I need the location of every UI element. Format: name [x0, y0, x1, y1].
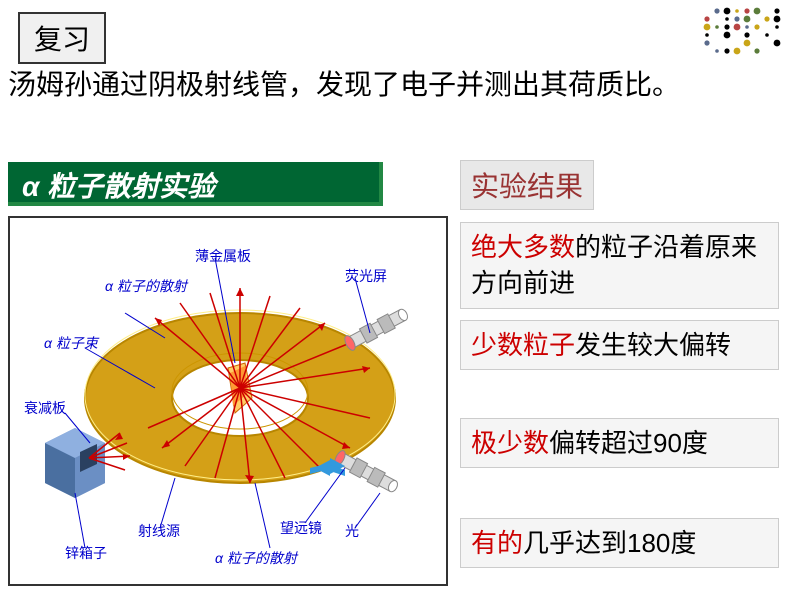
review-label: 复习: [18, 12, 106, 64]
result-text: 发生较大偏转: [575, 330, 731, 360]
experiment-diagram: 薄金属板 荧光屏 α 粒子的散射 α 粒子束 衰减板 锌箱子 射线源 α 粒子的…: [8, 216, 448, 586]
label-fluorescent: 荧光屏: [345, 266, 387, 286]
experiment-title: α 粒子散射实验: [8, 162, 383, 206]
result-text: 偏转超过90度: [549, 428, 708, 458]
corner-pattern: [699, 5, 789, 60]
label-thin-metal: 薄金属板: [195, 246, 251, 266]
result-highlight: 绝大多数: [471, 232, 575, 262]
result-item-1: 绝大多数的粒子沿着原来方向前进: [460, 222, 779, 309]
result-highlight: 极少数: [471, 428, 549, 458]
label-light: 光: [345, 521, 359, 541]
result-title: 实验结果: [460, 160, 594, 210]
result-highlight: 有的: [471, 528, 523, 558]
label-zinc-box: 锌箱子: [65, 543, 107, 563]
label-ray-source: 射线源: [138, 521, 180, 541]
result-item-3: 极少数偏转超过90度: [460, 418, 779, 468]
label-alpha-scatter: α 粒子的散射: [105, 276, 187, 296]
label-telescope: 望远镜: [280, 518, 322, 538]
result-text: 几乎达到180度: [523, 528, 696, 558]
label-attenuator: 衰减板: [24, 398, 66, 418]
result-item-4: 有的几乎达到180度: [460, 518, 779, 568]
main-description: 汤姆孙通过阴极射线管，发现了电子并测出其荷质比。: [8, 64, 779, 106]
result-highlight: 少数粒子: [471, 330, 575, 360]
label-alpha-beam: α 粒子束: [44, 333, 98, 353]
result-item-2: 少数粒子发生较大偏转: [460, 320, 779, 370]
label-alpha-scatter2: α 粒子的散射: [215, 548, 297, 568]
